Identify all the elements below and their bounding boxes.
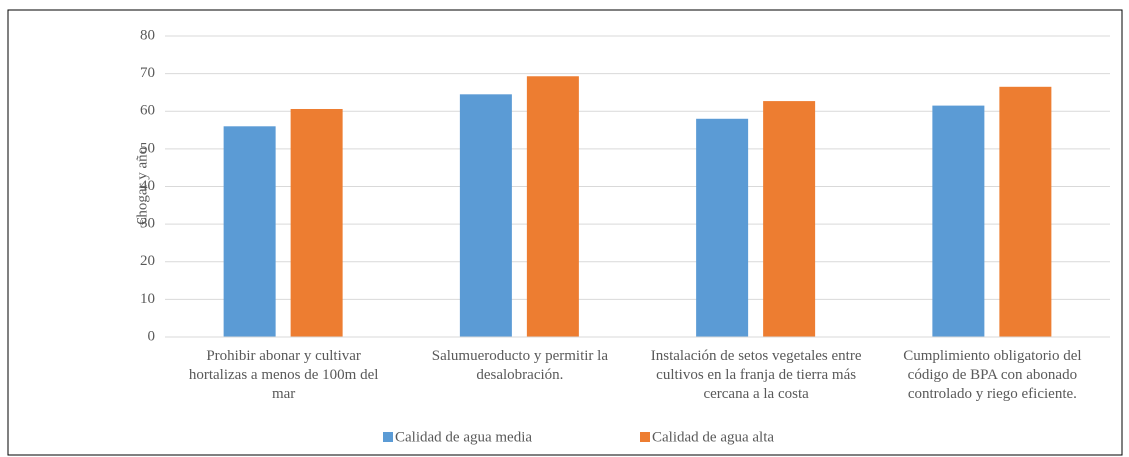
bar	[999, 86, 1052, 337]
bar	[290, 108, 343, 338]
legend-label: Calidad de agua media	[395, 429, 532, 445]
bar	[459, 94, 512, 337]
y-axis-label: €hogar y año	[134, 147, 150, 225]
bar	[223, 126, 276, 337]
y-tick-label: 20	[140, 253, 155, 269]
x-tick-label: Cumplimiento obligatorio del código de B…	[903, 348, 1082, 402]
bar	[763, 101, 816, 337]
x-tick-label: Salumueroducto y permitir la desalobraci…	[431, 348, 608, 383]
y-tick-label: 0	[148, 328, 156, 344]
bar	[696, 118, 749, 338]
chart-border	[7, 9, 1123, 456]
x-tick-label: Instalación de setos vegetales entre cul…	[650, 348, 862, 402]
bar	[526, 76, 579, 337]
legend-swatch	[640, 432, 650, 442]
x-tick-label: Prohibir abonar y cultivar hortalizas a …	[188, 348, 379, 402]
legend-label: Calidad de agua alta	[652, 429, 774, 445]
y-tick-label: 10	[140, 291, 155, 307]
y-tick-label: 70	[140, 65, 155, 81]
legend-swatch	[383, 432, 393, 442]
y-tick-label: 80	[140, 27, 155, 43]
bar	[932, 105, 985, 337]
y-tick-label: 30	[140, 216, 155, 232]
y-tick-label: 50	[140, 140, 155, 156]
y-tick-label: 60	[140, 103, 155, 119]
y-tick-label: 40	[140, 178, 155, 194]
